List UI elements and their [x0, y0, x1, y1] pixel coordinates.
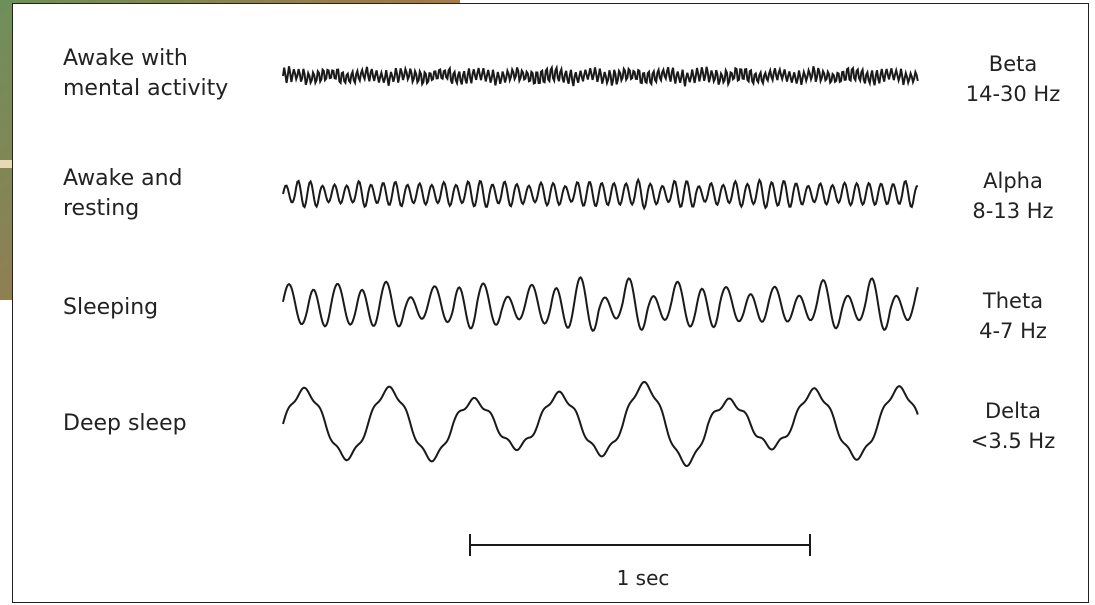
scale-bar-label: 1 sec	[616, 566, 670, 590]
band-range: <3.5 Hz	[970, 429, 1056, 453]
eeg-figure: Awake with mental activity Awake and res…	[12, 3, 1089, 603]
state-label-theta: Sleeping	[63, 295, 159, 320]
beta-wave-trace	[282, 64, 919, 88]
band-label-beta: Beta 14-30 Hz	[958, 49, 1068, 109]
alpha-wave-trace	[282, 177, 919, 211]
background-stripe	[0, 160, 14, 168]
band-name: Alpha	[983, 169, 1043, 193]
state-label-alpha: Awake and resting	[63, 166, 183, 221]
band-name: Beta	[988, 52, 1038, 76]
band-name: Delta	[984, 399, 1042, 423]
band-label-alpha: Alpha 8-13 Hz	[958, 166, 1068, 226]
band-label-theta: Theta 4-7 Hz	[958, 286, 1068, 346]
band-range: 14-30 Hz	[965, 82, 1061, 106]
delta-wave-trace	[282, 380, 919, 468]
band-name: Theta	[982, 289, 1044, 313]
band-label-delta: Delta <3.5 Hz	[958, 396, 1068, 456]
band-range: 8-13 Hz	[972, 199, 1054, 223]
scale-bar	[469, 534, 811, 556]
theta-wave-trace	[282, 275, 919, 332]
state-label-delta: Deep sleep	[63, 411, 187, 436]
state-label-beta: Awake with mental activity	[63, 46, 229, 101]
band-range: 4-7 Hz	[979, 319, 1047, 343]
eeg-waveforms	[282, 64, 919, 556]
